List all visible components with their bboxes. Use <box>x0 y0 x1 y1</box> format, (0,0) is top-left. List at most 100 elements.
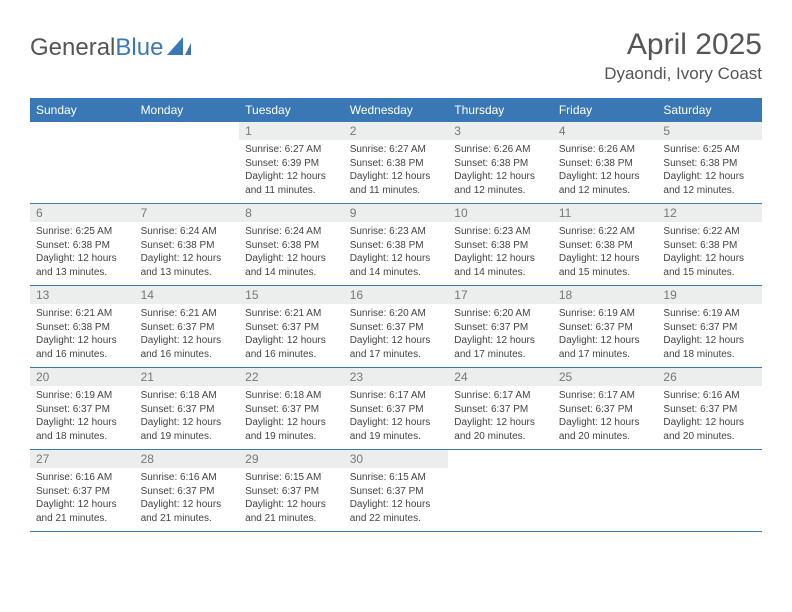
sunset-text: Sunset: 6:37 PM <box>141 485 234 499</box>
calendar-cell: 8Sunrise: 6:24 AMSunset: 6:38 PMDaylight… <box>239 204 344 285</box>
calendar-cell: 6Sunrise: 6:25 AMSunset: 6:38 PMDaylight… <box>30 204 135 285</box>
calendar-cell: 11Sunrise: 6:22 AMSunset: 6:38 PMDayligh… <box>553 204 658 285</box>
day-number: 17 <box>448 286 553 304</box>
sunset-text: Sunset: 6:37 PM <box>245 321 338 335</box>
calendar-cell: 26Sunrise: 6:16 AMSunset: 6:37 PMDayligh… <box>657 368 762 449</box>
daylight-text: Daylight: 12 hours and 22 minutes. <box>350 498 443 525</box>
calendar-cell: 25Sunrise: 6:17 AMSunset: 6:37 PMDayligh… <box>553 368 658 449</box>
sunrise-text: Sunrise: 6:22 AM <box>559 225 652 239</box>
sunset-text: Sunset: 6:37 PM <box>350 485 443 499</box>
sunrise-text: Sunrise: 6:19 AM <box>36 389 129 403</box>
weeks-container: 1Sunrise: 6:27 AMSunset: 6:39 PMDaylight… <box>30 122 762 532</box>
day-number: 18 <box>553 286 658 304</box>
sunrise-text: Sunrise: 6:19 AM <box>559 307 652 321</box>
sunset-text: Sunset: 6:37 PM <box>663 403 756 417</box>
sunset-text: Sunset: 6:38 PM <box>245 239 338 253</box>
sunset-text: Sunset: 6:38 PM <box>36 321 129 335</box>
sunset-text: Sunset: 6:38 PM <box>141 239 234 253</box>
cell-body: Sunrise: 6:26 AMSunset: 6:38 PMDaylight:… <box>448 140 553 203</box>
daylight-text: Daylight: 12 hours and 12 minutes. <box>559 170 652 197</box>
calendar-cell: 5Sunrise: 6:25 AMSunset: 6:38 PMDaylight… <box>657 122 762 203</box>
daylight-text: Daylight: 12 hours and 17 minutes. <box>454 334 547 361</box>
sunrise-text: Sunrise: 6:15 AM <box>350 471 443 485</box>
cell-body: Sunrise: 6:16 AMSunset: 6:37 PMDaylight:… <box>30 468 135 531</box>
daylight-text: Daylight: 12 hours and 20 minutes. <box>559 416 652 443</box>
calendar-cell: 22Sunrise: 6:18 AMSunset: 6:37 PMDayligh… <box>239 368 344 449</box>
sunrise-text: Sunrise: 6:15 AM <box>245 471 338 485</box>
cell-body: Sunrise: 6:27 AMSunset: 6:38 PMDaylight:… <box>344 140 449 203</box>
sunrise-text: Sunrise: 6:16 AM <box>36 471 129 485</box>
sunset-text: Sunset: 6:38 PM <box>36 239 129 253</box>
day-number: 25 <box>553 368 658 386</box>
cell-body: Sunrise: 6:23 AMSunset: 6:38 PMDaylight:… <box>448 222 553 285</box>
calendar-cell: 24Sunrise: 6:17 AMSunset: 6:37 PMDayligh… <box>448 368 553 449</box>
cell-body: Sunrise: 6:22 AMSunset: 6:38 PMDaylight:… <box>553 222 658 285</box>
brand-logo: GeneralBlue <box>30 28 191 62</box>
week-row: 13Sunrise: 6:21 AMSunset: 6:38 PMDayligh… <box>30 286 762 368</box>
day-number: 1 <box>239 122 344 140</box>
calendar-cell: 9Sunrise: 6:23 AMSunset: 6:38 PMDaylight… <box>344 204 449 285</box>
cell-body: Sunrise: 6:15 AMSunset: 6:37 PMDaylight:… <box>344 468 449 531</box>
daylight-text: Daylight: 12 hours and 21 minutes. <box>245 498 338 525</box>
daylight-text: Daylight: 12 hours and 18 minutes. <box>663 334 756 361</box>
sunrise-text: Sunrise: 6:27 AM <box>350 143 443 157</box>
day-header: Sunday <box>30 98 135 122</box>
sunset-text: Sunset: 6:37 PM <box>559 403 652 417</box>
day-number: 3 <box>448 122 553 140</box>
cell-body: Sunrise: 6:16 AMSunset: 6:37 PMDaylight:… <box>135 468 240 531</box>
calendar-cell: 13Sunrise: 6:21 AMSunset: 6:38 PMDayligh… <box>30 286 135 367</box>
sunrise-text: Sunrise: 6:23 AM <box>350 225 443 239</box>
sunrise-text: Sunrise: 6:26 AM <box>559 143 652 157</box>
daylight-text: Daylight: 12 hours and 17 minutes. <box>350 334 443 361</box>
day-header: Tuesday <box>239 98 344 122</box>
calendar-cell <box>448 450 553 531</box>
sunset-text: Sunset: 6:37 PM <box>559 321 652 335</box>
calendar-cell: 29Sunrise: 6:15 AMSunset: 6:37 PMDayligh… <box>239 450 344 531</box>
day-number: 30 <box>344 450 449 468</box>
cell-body: Sunrise: 6:20 AMSunset: 6:37 PMDaylight:… <box>344 304 449 367</box>
sunrise-text: Sunrise: 6:22 AM <box>663 225 756 239</box>
sunrise-text: Sunrise: 6:25 AM <box>36 225 129 239</box>
calendar-cell: 10Sunrise: 6:23 AMSunset: 6:38 PMDayligh… <box>448 204 553 285</box>
sunrise-text: Sunrise: 6:26 AM <box>454 143 547 157</box>
location-label: Dyaondi, Ivory Coast <box>604 64 762 84</box>
daylight-text: Daylight: 12 hours and 15 minutes. <box>559 252 652 279</box>
sunrise-text: Sunrise: 6:20 AM <box>350 307 443 321</box>
daylight-text: Daylight: 12 hours and 12 minutes. <box>454 170 547 197</box>
daylight-text: Daylight: 12 hours and 13 minutes. <box>141 252 234 279</box>
day-number: 5 <box>657 122 762 140</box>
calendar-cell <box>30 122 135 203</box>
cell-body: Sunrise: 6:22 AMSunset: 6:38 PMDaylight:… <box>657 222 762 285</box>
day-number: 4 <box>553 122 658 140</box>
day-number: 19 <box>657 286 762 304</box>
day-number: 6 <box>30 204 135 222</box>
calendar-cell: 21Sunrise: 6:18 AMSunset: 6:37 PMDayligh… <box>135 368 240 449</box>
calendar-cell: 2Sunrise: 6:27 AMSunset: 6:38 PMDaylight… <box>344 122 449 203</box>
day-number: 23 <box>344 368 449 386</box>
cell-body: Sunrise: 6:19 AMSunset: 6:37 PMDaylight:… <box>30 386 135 449</box>
day-number: 28 <box>135 450 240 468</box>
daylight-text: Daylight: 12 hours and 21 minutes. <box>36 498 129 525</box>
sunrise-text: Sunrise: 6:17 AM <box>454 389 547 403</box>
cell-body: Sunrise: 6:17 AMSunset: 6:37 PMDaylight:… <box>448 386 553 449</box>
calendar-cell: 19Sunrise: 6:19 AMSunset: 6:37 PMDayligh… <box>657 286 762 367</box>
daylight-text: Daylight: 12 hours and 19 minutes. <box>141 416 234 443</box>
cell-body: Sunrise: 6:21 AMSunset: 6:37 PMDaylight:… <box>135 304 240 367</box>
cell-body: Sunrise: 6:17 AMSunset: 6:37 PMDaylight:… <box>344 386 449 449</box>
day-number: 12 <box>657 204 762 222</box>
calendar-cell: 14Sunrise: 6:21 AMSunset: 6:37 PMDayligh… <box>135 286 240 367</box>
day-number: 29 <box>239 450 344 468</box>
sunrise-text: Sunrise: 6:17 AM <box>559 389 652 403</box>
cell-body: Sunrise: 6:17 AMSunset: 6:37 PMDaylight:… <box>553 386 658 449</box>
calendar-cell: 27Sunrise: 6:16 AMSunset: 6:37 PMDayligh… <box>30 450 135 531</box>
day-header: Thursday <box>448 98 553 122</box>
day-number: 14 <box>135 286 240 304</box>
day-number: 27 <box>30 450 135 468</box>
day-number: 21 <box>135 368 240 386</box>
daylight-text: Daylight: 12 hours and 16 minutes. <box>245 334 338 361</box>
sunrise-text: Sunrise: 6:24 AM <box>245 225 338 239</box>
calendar-cell <box>135 122 240 203</box>
week-row: 20Sunrise: 6:19 AMSunset: 6:37 PMDayligh… <box>30 368 762 450</box>
calendar-cell: 7Sunrise: 6:24 AMSunset: 6:38 PMDaylight… <box>135 204 240 285</box>
cell-body: Sunrise: 6:25 AMSunset: 6:38 PMDaylight:… <box>30 222 135 285</box>
